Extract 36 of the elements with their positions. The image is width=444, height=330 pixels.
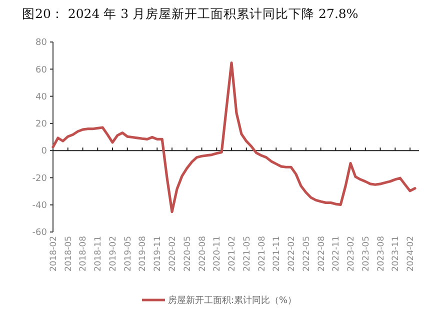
x-tick-label: 2020-05 xyxy=(182,236,193,272)
y-tick-label: -40 xyxy=(32,201,48,212)
x-tick-label: 2023-05 xyxy=(361,236,372,272)
x-tick-label: 2023-11 xyxy=(391,236,402,272)
y-tick-label: 60 xyxy=(36,65,48,76)
y-tick-label: 0 xyxy=(41,146,48,157)
x-tick-label: 2019-08 xyxy=(138,236,148,272)
x-tick-label: 2019-05 xyxy=(123,236,134,272)
y-tick-label: 40 xyxy=(36,92,48,102)
line-series xyxy=(52,61,416,214)
x-tick-label: 2023-02 xyxy=(346,236,357,272)
x-tick-label: 2021-05 xyxy=(242,236,252,272)
x-tick-label: 2022-02 xyxy=(287,236,297,272)
x-tick-label: 2020-08 xyxy=(198,236,208,272)
y-tick-label: 20 xyxy=(36,120,48,130)
x-tick-label: 2022-08 xyxy=(316,236,327,272)
x-tick-label: 2018-05 xyxy=(64,236,74,272)
x-tick-label: 2021-08 xyxy=(257,236,268,272)
legend-label: 房屋新开工面积:累计同比（%） xyxy=(168,295,297,306)
x-tick-label: 2021-02 xyxy=(227,236,238,272)
y-tick-label: -20 xyxy=(32,174,48,184)
x-tick-label: 2021-11 xyxy=(272,236,282,272)
x-tick-label: 2018-02 xyxy=(48,236,59,272)
x-tick-label: 2020-11 xyxy=(212,236,223,272)
x-tick-label: 2022-11 xyxy=(332,236,342,272)
x-tick-label: 2018-11 xyxy=(94,236,104,272)
x-tick-label: 2022-05 xyxy=(302,236,312,272)
x-tick-label: 2020-02 xyxy=(168,236,178,272)
y-tick-label: -60 xyxy=(32,228,48,238)
x-tick-label: 2019-11 xyxy=(153,236,164,272)
x-tick-label: 2018-08 xyxy=(78,236,89,272)
x-tick-label: 2019-02 xyxy=(108,236,118,272)
chart-title: 图20： 2024 年 3 月房屋新开工面积累计同比下降 27.8% xyxy=(22,6,358,21)
x-tick-label: 2023-08 xyxy=(376,236,386,272)
x-tick-label: 2024-02 xyxy=(406,236,416,272)
y-tick-label: 80 xyxy=(36,38,48,48)
